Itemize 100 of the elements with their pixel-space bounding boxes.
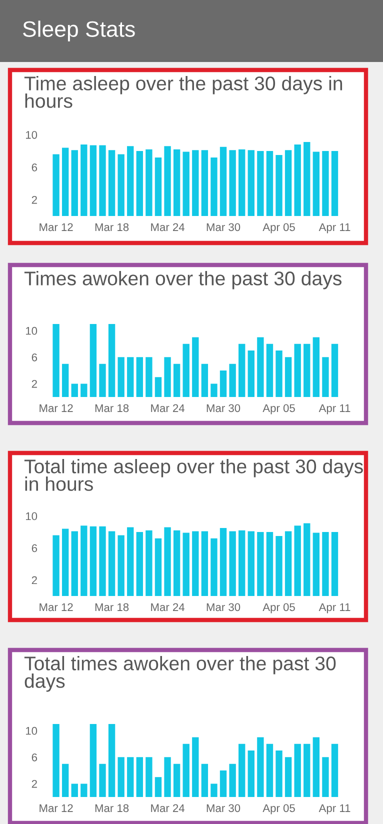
bar [118, 154, 124, 216]
bar [52, 724, 60, 797]
chart-title: Times awoken over the past 30 days [24, 271, 342, 290]
bar [108, 324, 116, 397]
y-tick-label: 6 [32, 753, 38, 762]
bar [294, 144, 301, 216]
y-tick-label: 10 [26, 726, 38, 735]
bar [90, 324, 97, 397]
bar [127, 357, 134, 397]
bar [294, 744, 301, 797]
bar [192, 531, 199, 596]
bar [154, 538, 162, 596]
bar [173, 764, 180, 797]
x-tick-label: Mar 30 [206, 223, 240, 232]
x-tick-label: Mar 30 [206, 804, 240, 812]
bar [220, 146, 227, 216]
bar [201, 764, 208, 797]
x-tick-label: Mar 12 [40, 804, 73, 812]
bar [220, 528, 227, 596]
bar [248, 531, 254, 596]
bar [229, 531, 236, 596]
bar [118, 357, 124, 397]
bar [108, 531, 116, 596]
x-tick-label: Mar 24 [151, 223, 184, 232]
bar [136, 532, 144, 596]
bar [80, 784, 88, 797]
bar [257, 150, 264, 216]
bar [80, 526, 88, 596]
bar [164, 527, 171, 596]
bar [304, 744, 310, 797]
bar [238, 149, 246, 216]
y-tick-label: 6 [32, 353, 38, 362]
bar [201, 150, 208, 216]
x-tick-label: Apr 11 [318, 223, 350, 234]
x-tick-label: Mar 12 [40, 404, 73, 412]
bar [210, 384, 218, 397]
bar [118, 535, 124, 596]
bar [331, 744, 338, 797]
bar [62, 764, 69, 797]
text: Sleep Stats [23, 20, 135, 42]
bar [248, 350, 254, 397]
bar [284, 150, 292, 216]
bar [312, 737, 320, 797]
bar [136, 757, 144, 797]
bar [99, 145, 106, 216]
bar [294, 344, 301, 397]
bar [248, 750, 254, 797]
bar [322, 757, 329, 797]
bar [238, 744, 246, 797]
bar [238, 344, 246, 397]
bar [99, 364, 106, 397]
bar [210, 538, 218, 596]
bar [266, 744, 274, 797]
bar [118, 757, 124, 797]
bar [201, 531, 208, 596]
y-tick-label: 2 [32, 196, 37, 204]
x-tick-label: Mar 18 [95, 404, 129, 412]
chart-title: Time asleep over the past 30 days in hours [24, 76, 342, 108]
bar [304, 142, 310, 216]
x-tick-label: Apr 05 [262, 804, 295, 814]
bar [71, 784, 78, 797]
bar [331, 150, 338, 216]
bar [312, 532, 320, 596]
bar [312, 337, 320, 397]
x-tick-label: Mar 30 [206, 603, 240, 612]
bar [331, 344, 338, 397]
bar [136, 357, 144, 397]
y-tick-label: 6 [32, 163, 38, 172]
bar [192, 737, 199, 797]
bar [192, 150, 199, 216]
bar [266, 150, 274, 216]
x-tick-label: Mar 18 [95, 603, 129, 612]
y-tick-label: 10 [26, 326, 38, 335]
bar [173, 364, 180, 397]
bar [71, 531, 78, 596]
bar [248, 150, 254, 216]
x-tick-label: Mar 24 [151, 603, 184, 612]
bar [80, 144, 88, 216]
x-tick-label: Mar 30 [206, 404, 240, 412]
bar [164, 757, 171, 797]
bar [322, 150, 329, 216]
bar [182, 532, 190, 596]
bar [127, 146, 134, 216]
bar [173, 530, 180, 596]
bar [136, 150, 144, 216]
bar [146, 757, 152, 797]
y-tick-label: 6 [32, 544, 38, 552]
bar [71, 384, 78, 397]
bar [62, 364, 69, 397]
bar [108, 150, 116, 216]
bar [322, 357, 329, 397]
bar [127, 527, 134, 596]
bar [154, 157, 162, 216]
x-tick-label: Apr 11 [318, 404, 350, 414]
bar [257, 532, 264, 596]
bar [127, 757, 134, 797]
bar [146, 357, 152, 397]
bar [220, 770, 227, 797]
bar [229, 764, 236, 797]
y-tick-label: 2 [32, 576, 37, 584]
